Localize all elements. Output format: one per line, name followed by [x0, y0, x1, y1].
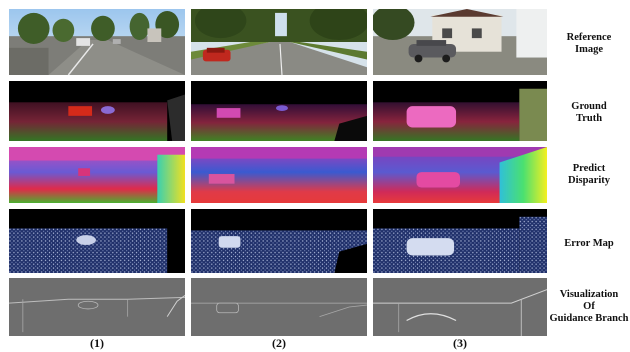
error-map-3	[372, 208, 548, 274]
row-label-error-map: Error Map	[564, 238, 614, 249]
predict-disparity-2	[190, 146, 368, 204]
ground-truth-2	[190, 80, 368, 142]
ground-truth-3	[372, 80, 548, 142]
guidance-visualization-3	[372, 277, 548, 337]
guidance-visualization-1	[8, 277, 186, 337]
reference-image-3	[372, 8, 548, 76]
error-map-2	[190, 208, 368, 274]
reference-image-2	[190, 8, 368, 76]
column-label-2: (2)	[272, 336, 286, 350]
row-label-predict-disparity: Predict Disparity	[568, 163, 610, 186]
predict-disparity-3	[372, 146, 548, 204]
reference-image-1	[8, 8, 186, 76]
row-label-ground-truth: Ground Truth	[571, 101, 607, 124]
row-label-reference-image: Reference Image	[566, 32, 612, 55]
row-label-guidance-visualization: Visualization Of Guidance Branch	[549, 289, 629, 324]
predict-disparity-1	[8, 146, 186, 204]
guidance-visualization-2	[190, 277, 368, 337]
error-map-1	[8, 208, 186, 274]
column-label-1: (1)	[90, 336, 104, 350]
ground-truth-1	[8, 80, 186, 142]
column-label-3: (3)	[453, 336, 467, 350]
